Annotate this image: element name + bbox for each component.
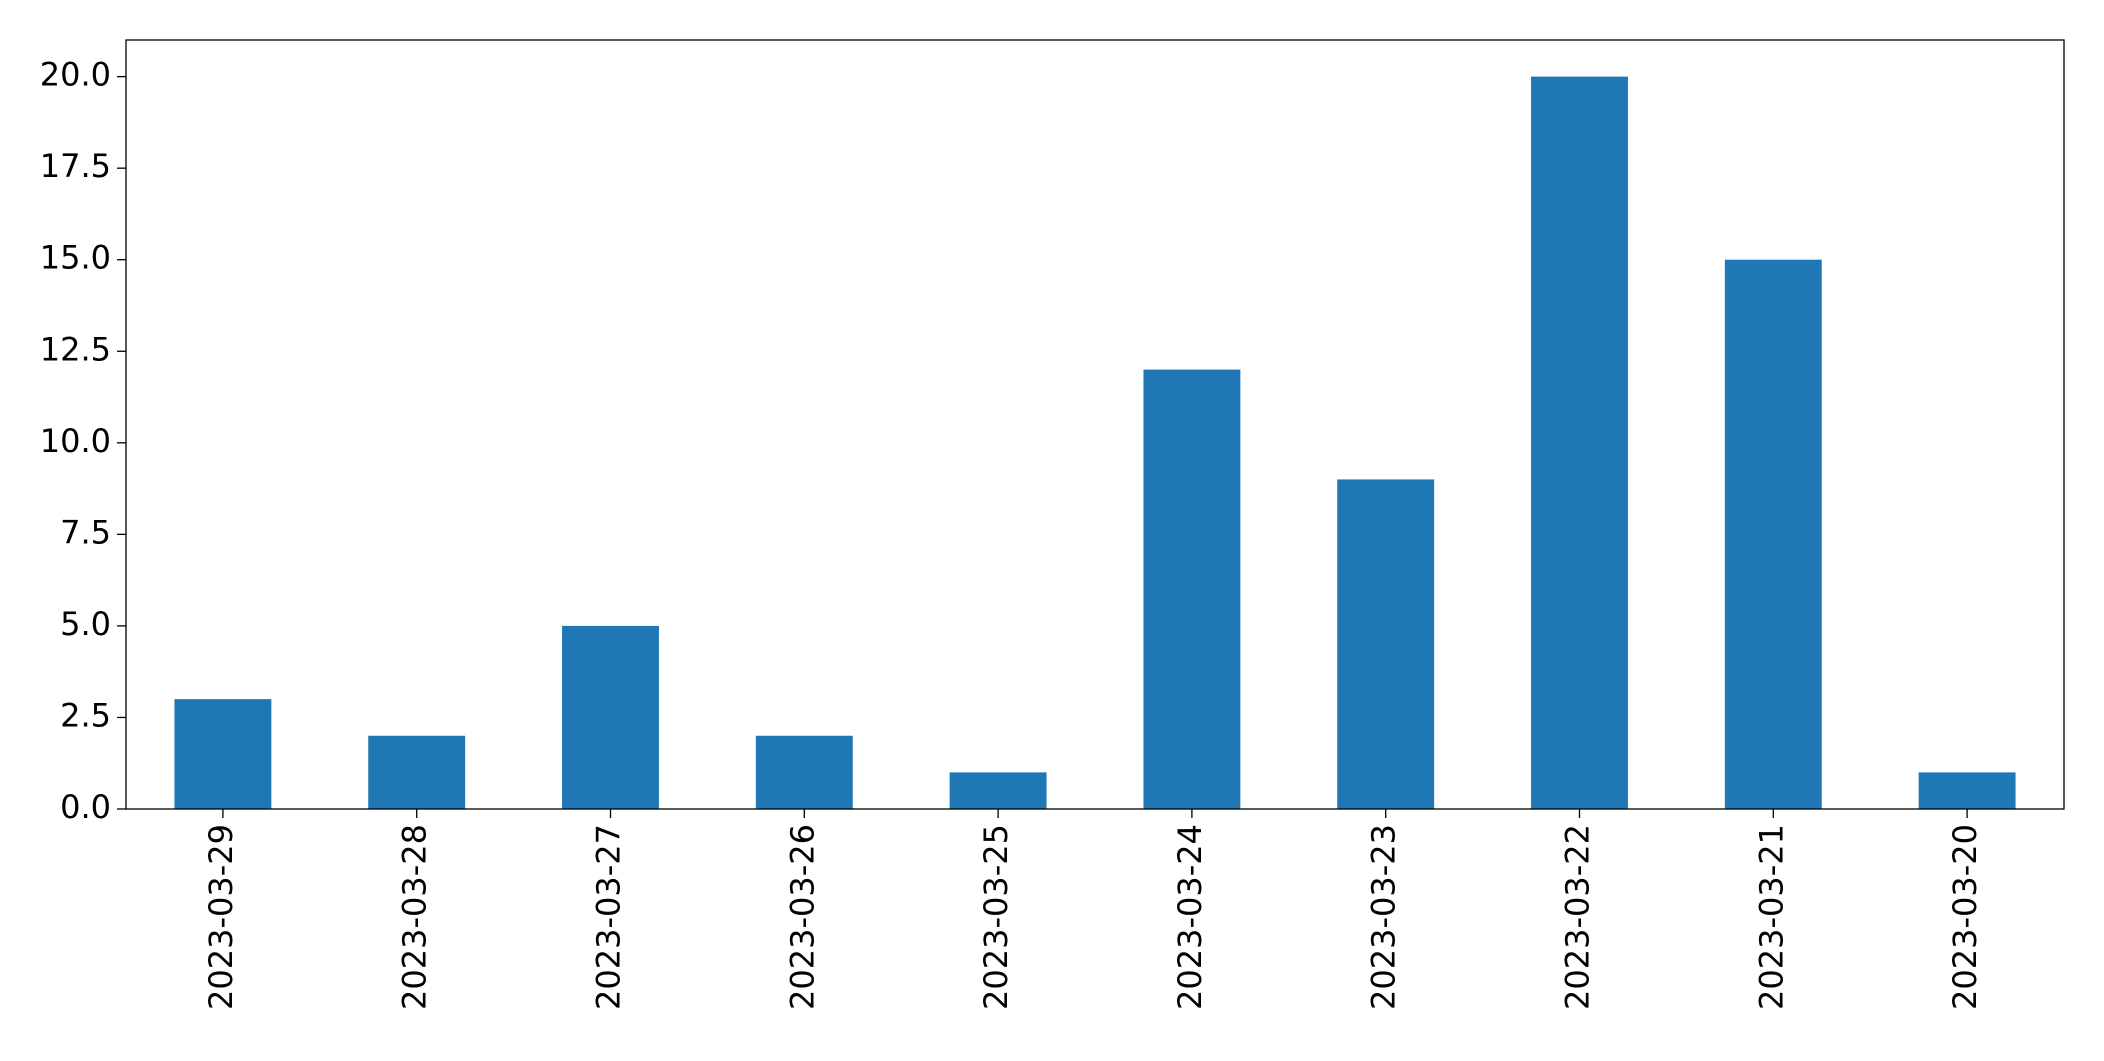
- bar: [174, 699, 272, 809]
- y-tick-label: 17.5: [40, 147, 111, 185]
- y-tick-label: 5.0: [60, 605, 111, 643]
- bar: [755, 735, 853, 809]
- x-tick-label: 2023-03-22: [1559, 824, 1597, 1010]
- bar: [1337, 479, 1435, 809]
- bar: [949, 772, 1047, 809]
- y-tick-label: 0.0: [60, 788, 111, 826]
- plot-frame: [125, 39, 2065, 810]
- y-tick-label: 7.5: [60, 513, 111, 551]
- x-tick-label: 2023-03-25: [977, 824, 1015, 1010]
- y-tick-label: 12.5: [40, 330, 111, 368]
- x-tick-label: 2023-03-23: [1365, 824, 1403, 1010]
- x-tick-label: 2023-03-20: [1946, 824, 1984, 1010]
- x-tick-label: 2023-03-29: [202, 824, 240, 1010]
- y-tick-label: 20.0: [40, 56, 111, 94]
- y-tick-label: 10.0: [40, 422, 111, 460]
- bar: [1143, 369, 1241, 809]
- x-tick-label: 2023-03-27: [590, 824, 628, 1010]
- bar: [1531, 76, 1628, 810]
- x-tick-label: 2023-03-28: [396, 824, 434, 1010]
- bar: [562, 625, 659, 809]
- y-tick-label: 2.5: [60, 696, 111, 734]
- x-tick-label: 2023-03-21: [1752, 824, 1790, 1010]
- x-tick-label: 2023-03-24: [1171, 824, 1209, 1010]
- x-tick-label: 2023-03-26: [783, 824, 821, 1010]
- bar: [1724, 259, 1822, 809]
- y-tick-label: 15.0: [40, 239, 111, 277]
- bar: [368, 735, 466, 809]
- bar: [1918, 772, 2016, 809]
